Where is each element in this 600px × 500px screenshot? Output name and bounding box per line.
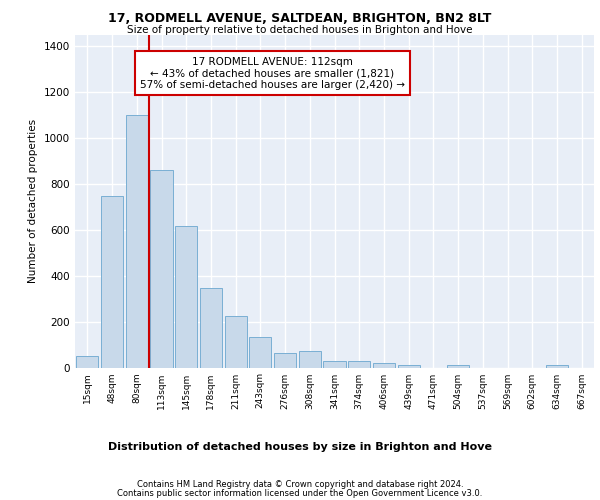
Text: Distribution of detached houses by size in Brighton and Hove: Distribution of detached houses by size …	[108, 442, 492, 452]
Bar	[373, 363, 395, 368]
Text: Contains public sector information licensed under the Open Government Licence v3: Contains public sector information licen…	[118, 489, 482, 498]
Bar	[348, 360, 370, 368]
Bar	[546, 365, 568, 368]
Text: Contains HM Land Registry data © Crown copyright and database right 2024.: Contains HM Land Registry data © Crown c…	[137, 480, 463, 489]
Bar	[274, 352, 296, 368]
Text: 17, RODMELL AVENUE, SALTDEAN, BRIGHTON, BN2 8LT: 17, RODMELL AVENUE, SALTDEAN, BRIGHTON, …	[109, 12, 491, 26]
Text: 17 RODMELL AVENUE: 112sqm
← 43% of detached houses are smaller (1,821)
57% of se: 17 RODMELL AVENUE: 112sqm ← 43% of detac…	[140, 56, 405, 90]
Bar	[224, 316, 247, 368]
Bar	[175, 226, 197, 368]
Text: Size of property relative to detached houses in Brighton and Hove: Size of property relative to detached ho…	[127, 25, 473, 35]
Bar	[101, 196, 123, 368]
Bar	[200, 288, 222, 368]
Bar	[323, 360, 346, 368]
Bar	[125, 116, 148, 368]
Bar	[299, 352, 321, 368]
Bar	[447, 365, 469, 368]
Bar	[398, 364, 420, 368]
Bar	[249, 336, 271, 368]
Bar	[76, 356, 98, 368]
Y-axis label: Number of detached properties: Number of detached properties	[28, 119, 38, 284]
Bar	[151, 170, 173, 368]
